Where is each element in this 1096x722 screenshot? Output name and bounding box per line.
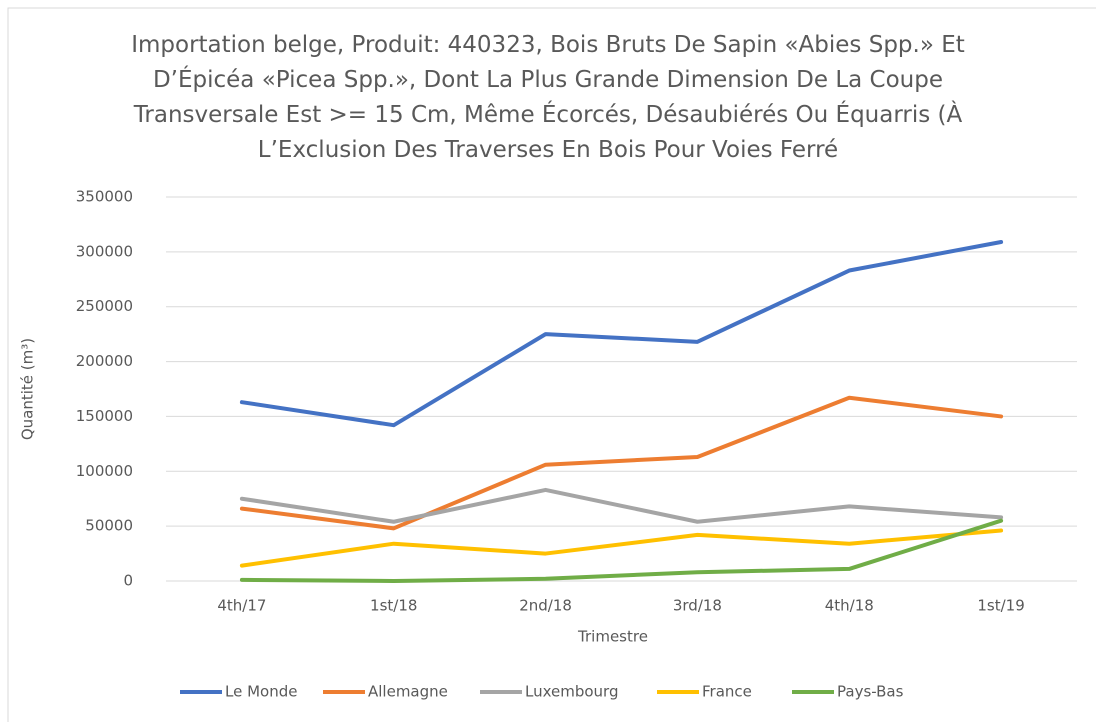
x-axis-label: Trimestre bbox=[577, 628, 648, 646]
legend-label: Pays-Bas bbox=[837, 683, 904, 701]
y-tick-label: 150000 bbox=[76, 407, 133, 425]
x-tick-label: 1st/18 bbox=[370, 597, 417, 615]
x-tick-label: 3rd/18 bbox=[673, 597, 722, 615]
chart-border bbox=[7, 7, 1096, 722]
y-tick-label: 50000 bbox=[85, 517, 133, 535]
y-axis-label: Quantité (m³) bbox=[19, 338, 37, 440]
chart-title: Importation belge, Produit: 440323, Bois… bbox=[131, 32, 965, 163]
legend-label: Luxembourg bbox=[525, 683, 619, 701]
x-tick-label: 1st/19 bbox=[977, 597, 1024, 615]
line-series bbox=[239, 395, 1004, 531]
y-tick-label: 300000 bbox=[76, 242, 133, 260]
y-tick-label: 200000 bbox=[76, 352, 133, 370]
y-tick-label: 350000 bbox=[76, 188, 133, 206]
x-tick-label: 2nd/18 bbox=[519, 597, 572, 615]
line-series bbox=[239, 518, 1004, 583]
line-series bbox=[239, 528, 1004, 568]
legend-label: Allemagne bbox=[368, 683, 448, 701]
x-tick-label: 4th/18 bbox=[825, 597, 874, 615]
x-tick-label: 4th/17 bbox=[217, 597, 266, 615]
y-tick-label: 100000 bbox=[76, 462, 133, 480]
legend-label: Le Monde bbox=[225, 683, 297, 701]
y-tick-label: 0 bbox=[123, 572, 133, 590]
line-series bbox=[239, 487, 1004, 524]
y-tick-label: 250000 bbox=[76, 297, 133, 315]
line-series bbox=[239, 239, 1004, 428]
legend-label: France bbox=[702, 683, 752, 701]
